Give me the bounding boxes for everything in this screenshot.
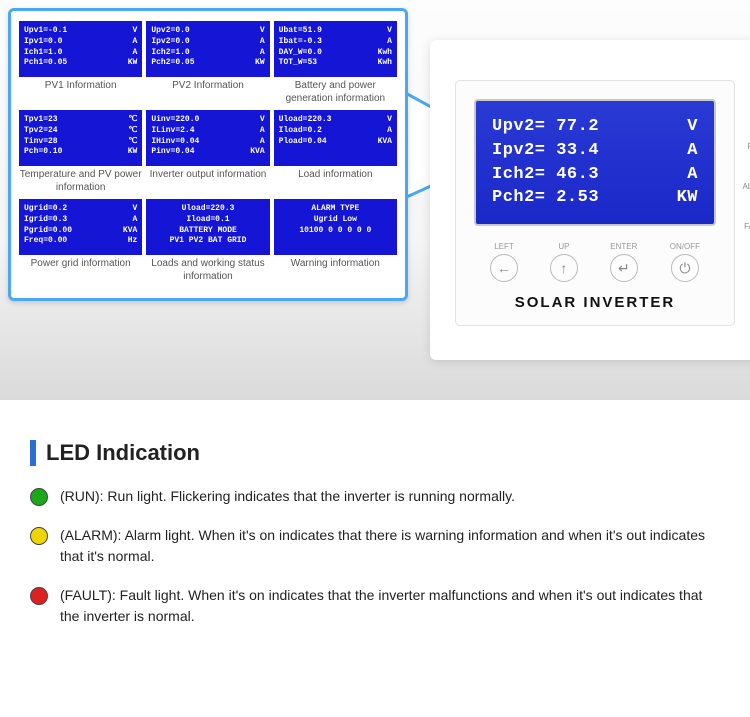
section-title: LED Indication	[30, 440, 720, 466]
lcd-tile: Uinv=220.0VILinv=2.4AIHinv=0.04APinv=0.0…	[146, 110, 269, 166]
status-led-run: RUN	[742, 131, 750, 151]
lcd-tile: Uload=220.3Iload=0.1BATTERY MODEPV1 PV2 …	[146, 199, 269, 255]
lcd-tile: Ugrid=0.2VIgrid=0.3APgrid=0.00KVAFreq=0.…	[19, 199, 142, 255]
tile-caption: PV2 Information	[146, 80, 269, 106]
device-button-enter[interactable]: ENTER↵	[610, 242, 638, 282]
status-leds: RUN ALARM FAULT	[742, 131, 750, 231]
lcd-tile: Ubat=51.9VIbat=-0.3ADAY_W=0.0KwhTOT_W=53…	[274, 21, 397, 77]
device-button-left[interactable]: LEFT←	[490, 242, 518, 282]
tile-caption: Inverter output information	[146, 169, 269, 195]
lcd-tile: Tpv1=23℃Tpv2=24℃Tinv=28℃Pch=0.10KW	[19, 110, 142, 166]
lcd-tile: Upv2=0.0VIpv2=0.0AIch2=1.0APch2=0.05KW	[146, 21, 269, 77]
title-text: LED Indication	[46, 440, 200, 466]
tile-caption: PV1 Information	[19, 80, 142, 106]
device-button-up[interactable]: UP↑	[550, 242, 578, 282]
lcd-tile: Upv1=-0.1VIpv1=0.0AIch1=1.0APch1=0.05KW	[19, 21, 142, 77]
tile-caption: Load information	[274, 169, 397, 195]
device-brand: SOLAR INVERTER	[474, 294, 716, 311]
lcd-screen: Upv2= 77.2VIpv2= 33.4AIch2= 46.3APch2= 2…	[474, 99, 716, 226]
device-panel: Upv2= 77.2VIpv2= 33.4AIch2= 46.3APch2= 2…	[455, 80, 735, 326]
tile-caption: Loads and working status information	[146, 258, 269, 284]
led-indication-section: LED Indication (RUN): Run light. Flicker…	[0, 400, 750, 675]
lcd-tile: ALARM TYPEUgrid Low10100 0 0 0 0 0	[274, 199, 397, 255]
tile-caption: Temperature and PV power information	[19, 169, 142, 195]
title-accent-bar	[30, 440, 36, 466]
tile-caption: Power grid information	[19, 258, 142, 284]
info-overlay: Upv1=-0.1VIpv1=0.0AIch1=1.0APch1=0.05KWP…	[8, 8, 408, 301]
status-led-fault: FAULT	[742, 211, 750, 231]
device-buttons: LEFT← UP↑ ENTER↵ ON/OFF⏻	[474, 242, 716, 282]
tile-caption: Battery and power generation information	[274, 80, 397, 106]
status-led-alarm: ALARM	[742, 171, 750, 191]
led-description: (FAULT): Fault light. When it's on indic…	[30, 585, 720, 627]
led-description: (ALARM): Alarm light. When it's on indic…	[30, 525, 720, 567]
device: Upv2= 77.2VIpv2= 33.4AIch2= 46.3APch2= 2…	[430, 40, 750, 360]
lcd-tile: Uload=220.3VIload=0.2APload=0.04KVA	[274, 110, 397, 166]
device-button-on/off[interactable]: ON/OFF⏻	[670, 242, 700, 282]
tile-caption: Warning information	[274, 258, 397, 284]
top-section: Upv1=-0.1VIpv1=0.0AIch1=1.0APch1=0.05KWP…	[0, 0, 750, 400]
led-description: (RUN): Run light. Flickering indicates t…	[30, 486, 720, 507]
